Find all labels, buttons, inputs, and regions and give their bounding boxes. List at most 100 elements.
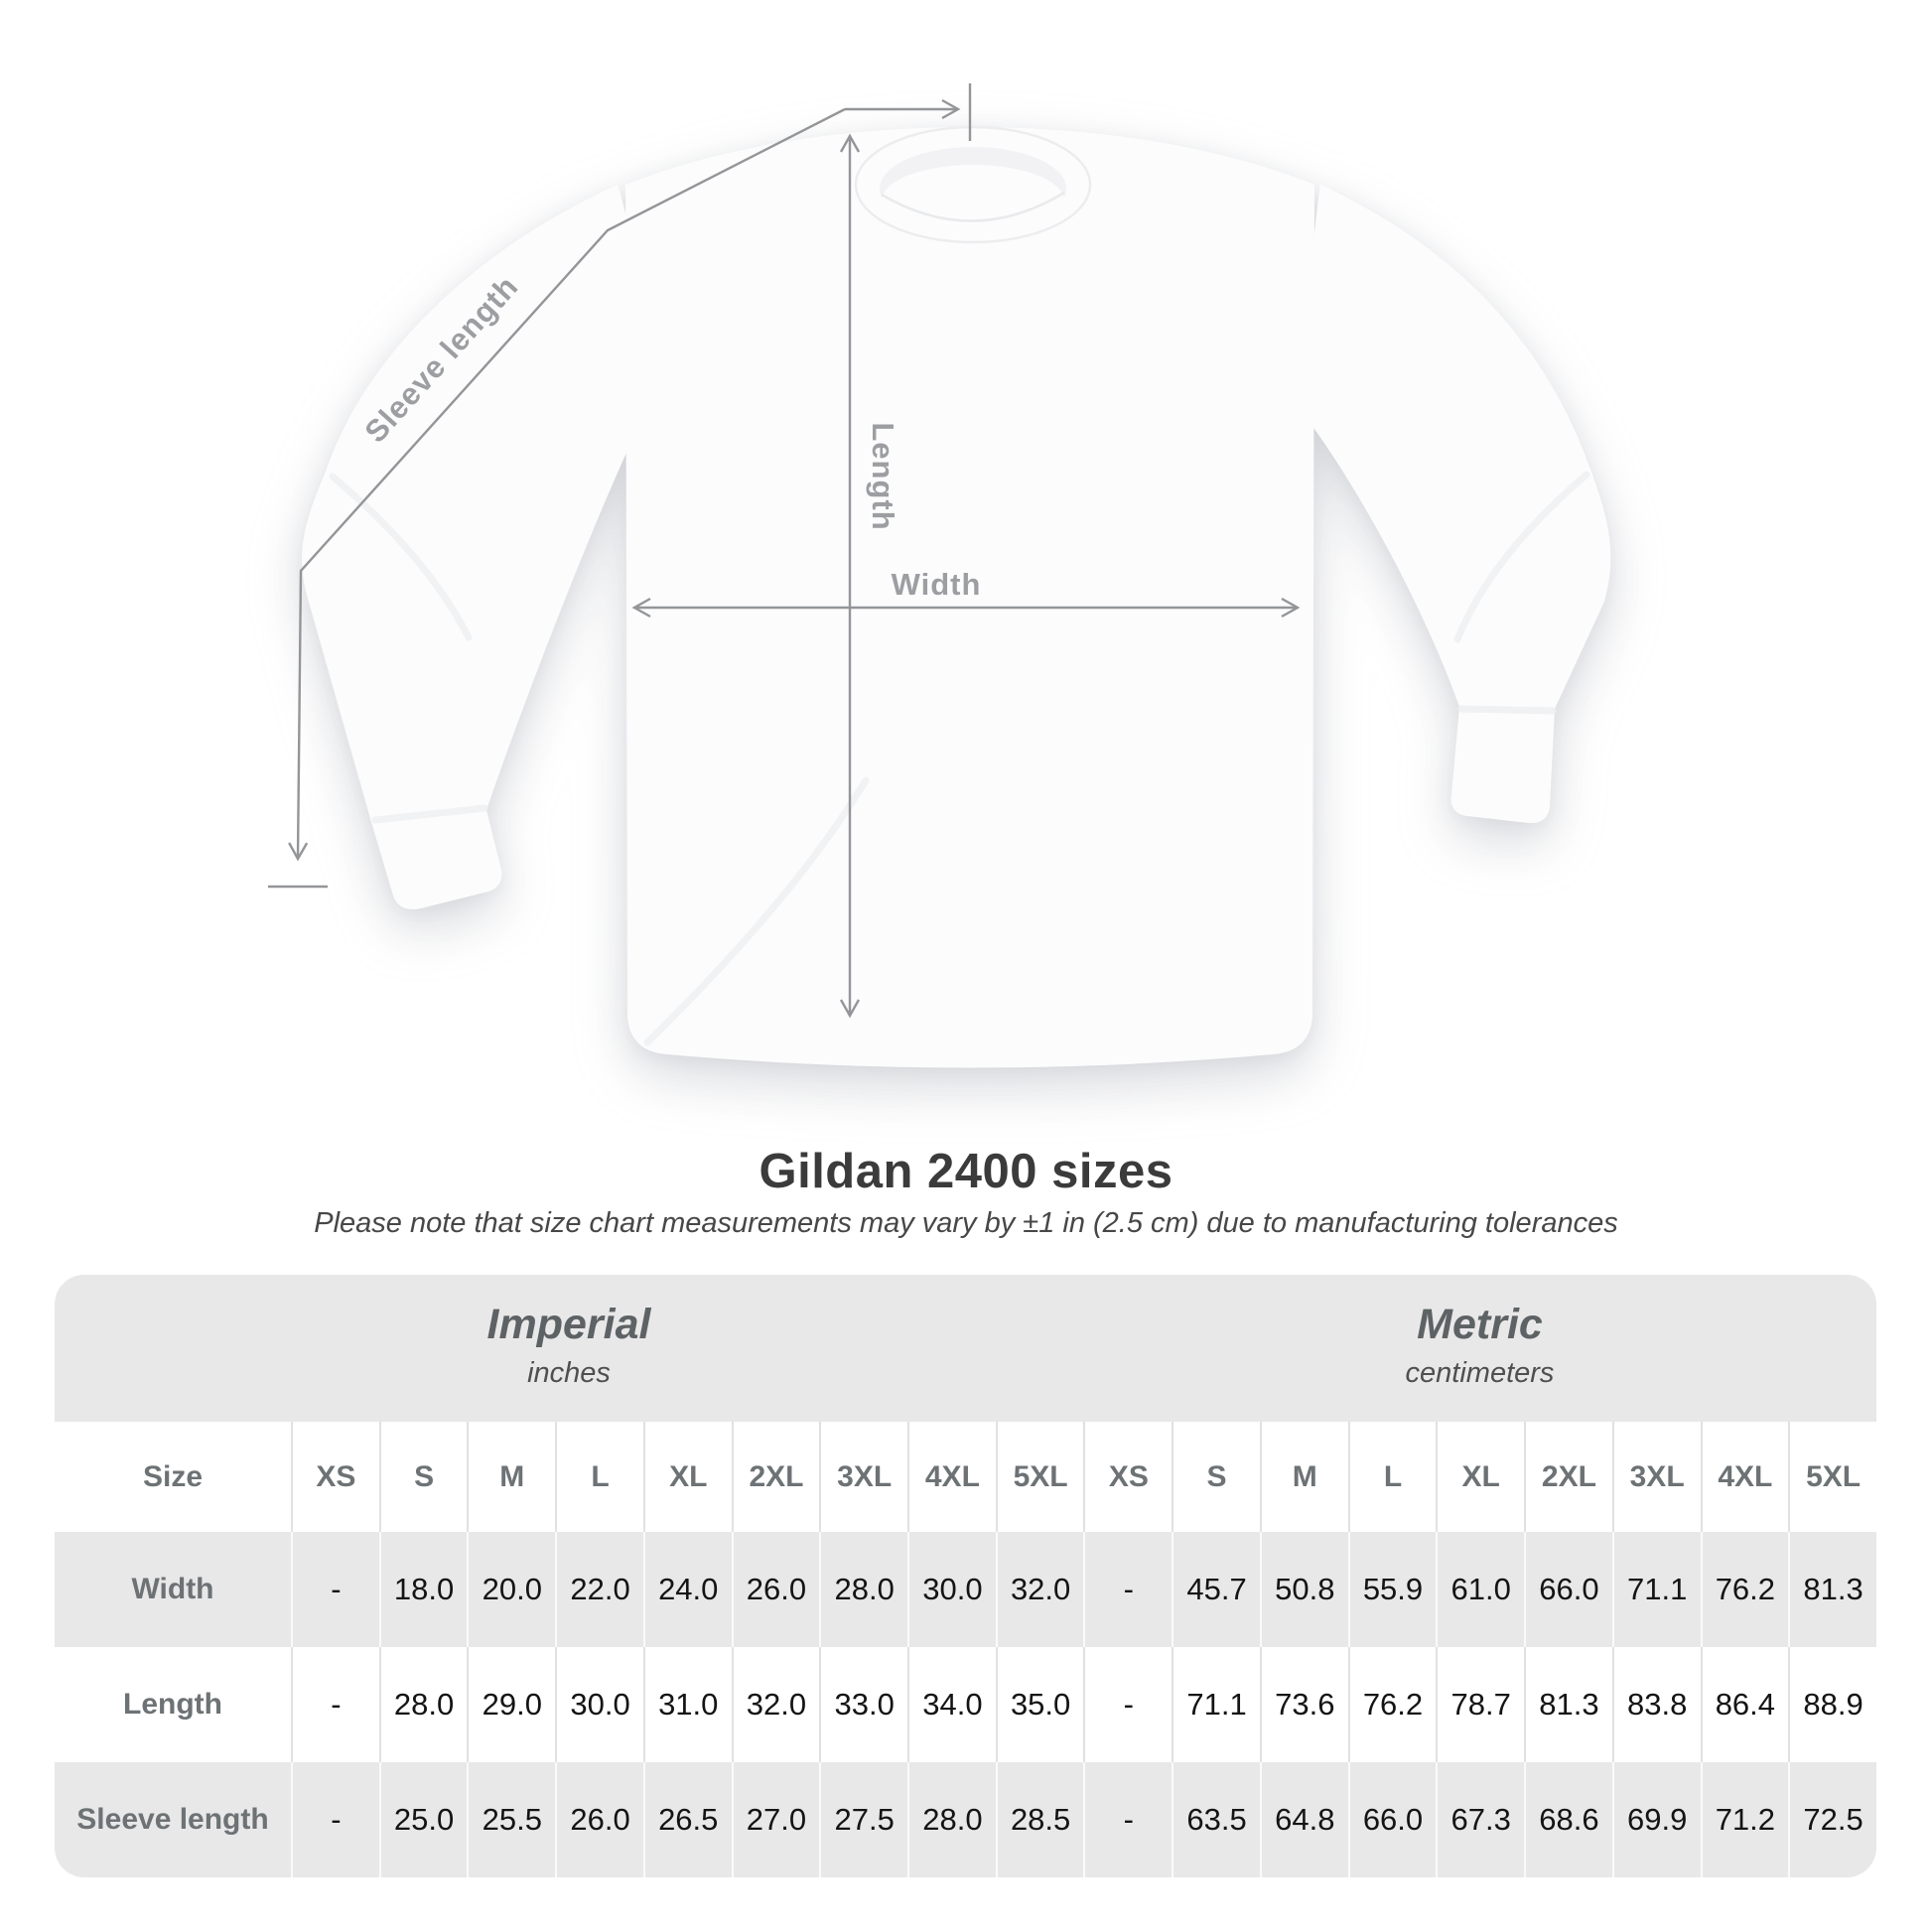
- value-cell: 71.2: [1700, 1762, 1789, 1877]
- value-cell: -: [1083, 1647, 1172, 1762]
- imperial-sublabel: inches: [527, 1357, 611, 1389]
- value-cell: 24.0: [642, 1532, 732, 1647]
- table-row-sleeve-length: Sleeve length - 25.0 25.5 26.0 26.5 27.0…: [55, 1762, 1876, 1877]
- value-cell: -: [1083, 1532, 1172, 1647]
- value-cell: 81.3: [1524, 1647, 1612, 1762]
- value-cell: 50.8: [1259, 1532, 1348, 1647]
- collar-seam: [881, 191, 1065, 222]
- value-cell: 86.4: [1700, 1647, 1789, 1762]
- metric-sublabel: centimeters: [1405, 1357, 1555, 1389]
- unit-group-band: Imperial inches Metric centimeters: [55, 1275, 1876, 1422]
- col-header-imperial-xl: XL: [642, 1422, 732, 1532]
- value-cell: 83.8: [1611, 1647, 1701, 1762]
- value-cell: 68.6: [1524, 1762, 1612, 1877]
- value-cell: 76.2: [1347, 1647, 1437, 1762]
- value-cell: 28.0: [378, 1647, 468, 1762]
- value-cell: 20.0: [467, 1532, 555, 1647]
- col-header-metric-s: S: [1172, 1422, 1260, 1532]
- col-header-metric-5xl: 5XL: [1788, 1422, 1876, 1532]
- row-label-sleeve-length: Sleeve length: [76, 1803, 269, 1836]
- row-label-width: Width: [131, 1573, 214, 1605]
- page-subtitle: Please note that size chart measurements…: [314, 1207, 1618, 1239]
- col-header-imperial-m: M: [467, 1422, 555, 1532]
- value-cell: 30.0: [907, 1532, 996, 1647]
- value-cell: 69.9: [1611, 1762, 1701, 1877]
- table-row-width: Width - 18.0 20.0 22.0 24.0 26.0 28.0 30…: [55, 1532, 1876, 1647]
- value-cell: 22.0: [555, 1532, 643, 1647]
- collar-front: [882, 165, 1064, 236]
- value-cell: 76.2: [1700, 1532, 1789, 1647]
- width-label: Width: [891, 567, 982, 602]
- size-header-row: Size XS S M L XL 2XL 3XL 4XL 5XL XS S M …: [55, 1422, 1876, 1532]
- value-cell: 29.0: [467, 1647, 555, 1762]
- value-cell: 55.9: [1347, 1532, 1437, 1647]
- value-cell: 73.6: [1259, 1647, 1348, 1762]
- value-cell: 28.0: [907, 1762, 996, 1877]
- fabric-creases: [329, 471, 1590, 1046]
- value-cell: 67.3: [1436, 1762, 1524, 1877]
- col-header-metric-l: L: [1347, 1422, 1437, 1532]
- sleeve-length-measure-line: [288, 107, 846, 862]
- col-header-imperial-4xl: 4XL: [907, 1422, 996, 1532]
- value-cell: 72.5: [1788, 1762, 1876, 1877]
- col-header-metric-4xl: 4XL: [1700, 1422, 1789, 1532]
- value-cell: 35.0: [995, 1647, 1084, 1762]
- length-label: Length: [866, 422, 900, 531]
- value-cell: 33.0: [819, 1647, 907, 1762]
- value-cell: 25.5: [467, 1762, 555, 1877]
- row-label-length: Length: [123, 1688, 222, 1721]
- value-cell: 66.0: [1347, 1762, 1437, 1877]
- value-cell: 25.0: [378, 1762, 468, 1877]
- value-cell: -: [291, 1647, 379, 1762]
- value-cell: 31.0: [642, 1647, 732, 1762]
- unit-group-metric: Metric centimeters: [1083, 1275, 1876, 1422]
- size-corner-header: Size: [142, 1459, 204, 1493]
- value-cell: 18.0: [378, 1532, 468, 1647]
- value-cell: 45.7: [1172, 1532, 1260, 1647]
- value-cell: -: [291, 1762, 379, 1877]
- value-cell: -: [291, 1532, 379, 1647]
- value-cell: 81.3: [1788, 1532, 1876, 1647]
- col-header-imperial-3xl: 3XL: [819, 1422, 907, 1532]
- value-cell: 78.7: [1436, 1647, 1524, 1762]
- value-cell: 61.0: [1436, 1532, 1524, 1647]
- col-header-metric-3xl: 3XL: [1611, 1422, 1701, 1532]
- value-cell: 32.0: [731, 1647, 820, 1762]
- value-cell: 71.1: [1611, 1532, 1701, 1647]
- value-cell: 32.0: [995, 1532, 1084, 1647]
- value-cell: 66.0: [1524, 1532, 1612, 1647]
- col-header-imperial-s: S: [378, 1422, 468, 1532]
- col-header-imperial-2xl: 2XL: [731, 1422, 820, 1532]
- value-cell: 28.0: [819, 1532, 907, 1647]
- value-cell: 26.0: [555, 1762, 643, 1877]
- value-cell: 34.0: [907, 1647, 996, 1762]
- value-cell: 30.0: [555, 1647, 643, 1762]
- col-header-metric-xs: XS: [1083, 1422, 1172, 1532]
- value-cell: 63.5: [1172, 1762, 1260, 1877]
- metric-label: Metric: [1417, 1301, 1543, 1348]
- value-cell: 27.0: [731, 1762, 820, 1877]
- col-header-imperial-l: L: [555, 1422, 643, 1532]
- shirt-body: [625, 127, 1314, 1068]
- value-cell: 71.1: [1172, 1647, 1260, 1762]
- unit-group-imperial: Imperial inches: [55, 1275, 1083, 1422]
- value-cell: 64.8: [1259, 1762, 1348, 1877]
- imperial-label: Imperial: [486, 1301, 651, 1348]
- value-cell: 26.0: [731, 1532, 820, 1647]
- value-cell: 88.9: [1788, 1647, 1876, 1762]
- size-table: Imperial inches Metric centimeters Size …: [55, 1275, 1876, 1877]
- shirt-left-sleeve: [302, 185, 641, 909]
- value-cell: -: [1083, 1762, 1172, 1877]
- value-cell: 26.5: [642, 1762, 732, 1877]
- value-cell: 27.5: [819, 1762, 907, 1877]
- col-header-imperial-5xl: 5XL: [995, 1422, 1084, 1532]
- col-header-metric-xl: XL: [1436, 1422, 1524, 1532]
- col-header-metric-2xl: 2XL: [1524, 1422, 1612, 1532]
- shirt-right-sleeve: [1307, 185, 1611, 824]
- shirt-illustration: [268, 83, 1611, 1068]
- col-header-imperial-xs: XS: [291, 1422, 379, 1532]
- page-title: Gildan 2400 sizes: [759, 1145, 1173, 1198]
- shirt-shape-group: [302, 125, 1611, 1068]
- value-cell: 28.5: [995, 1762, 1084, 1877]
- table-row-length: Length - 28.0 29.0 30.0 31.0 32.0 33.0 3…: [55, 1647, 1876, 1762]
